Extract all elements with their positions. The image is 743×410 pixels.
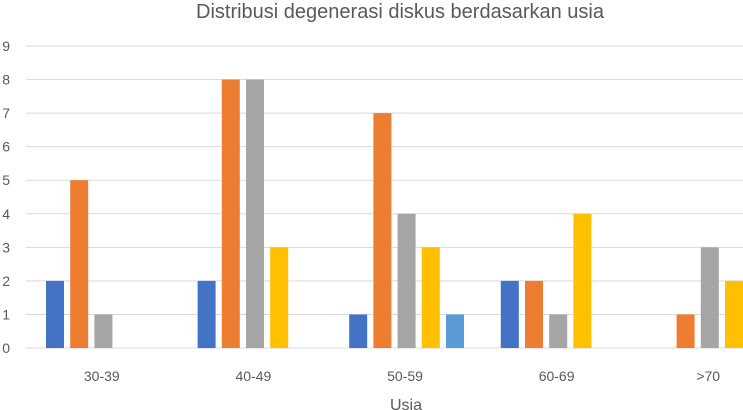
- bar-40-49-s2: [221, 79, 240, 349]
- bar-60-69-s2: [525, 280, 543, 348]
- bar-50-59-s4: [421, 247, 440, 348]
- bar-40-49-s3: [246, 79, 264, 349]
- y-axis-ticks: 0 1 2 3 4 5 6 7 8 9: [2, 38, 10, 356]
- bar-50-59-s1: [349, 314, 368, 348]
- bar-30-39-s1: [46, 280, 64, 348]
- bar->70-s3: [700, 247, 719, 348]
- y-tick-label: 9: [2, 38, 10, 54]
- bar->70-s2: [676, 314, 695, 348]
- x-tick-label: 40-49: [235, 368, 271, 384]
- y-tick-label: 4: [2, 206, 10, 222]
- bar-60-69-s3: [549, 314, 568, 348]
- x-tick-label: 50-59: [387, 368, 423, 384]
- y-tick-label: 1: [2, 306, 10, 322]
- bar-50-59-s3: [397, 213, 416, 348]
- y-tick-label: 0: [2, 340, 10, 356]
- bar-60-69-s1: [500, 280, 519, 348]
- bar-40-49-s1: [197, 280, 216, 348]
- y-tick-label: 7: [2, 105, 10, 121]
- y-tick-label: 8: [2, 72, 10, 88]
- y-tick-label: 6: [2, 139, 10, 155]
- bar-60-69-s4: [573, 213, 592, 348]
- x-tick-label: >70: [696, 368, 720, 384]
- bar-50-59-s5: [446, 314, 464, 348]
- chart-title: Distribusi degenerasi diskus berdasarkan…: [196, 1, 605, 23]
- bars: [46, 79, 743, 349]
- x-axis-title: Usia: [390, 397, 422, 410]
- y-tick-label: 5: [2, 172, 10, 188]
- x-tick-label: 60-69: [539, 368, 575, 384]
- x-axis-ticks: 30-39 40-49 50-59 60-69 >70: [84, 368, 720, 384]
- y-tick-label: 3: [2, 239, 10, 255]
- y-tick-label: 2: [2, 273, 10, 289]
- bar-30-39-s3: [94, 314, 113, 348]
- bar-40-49-s4: [270, 247, 289, 348]
- bar-30-39-s2: [70, 180, 89, 348]
- x-tick-label: 30-39: [84, 368, 120, 384]
- bar->70-s4: [725, 280, 743, 348]
- bar-50-59-s2: [373, 113, 392, 348]
